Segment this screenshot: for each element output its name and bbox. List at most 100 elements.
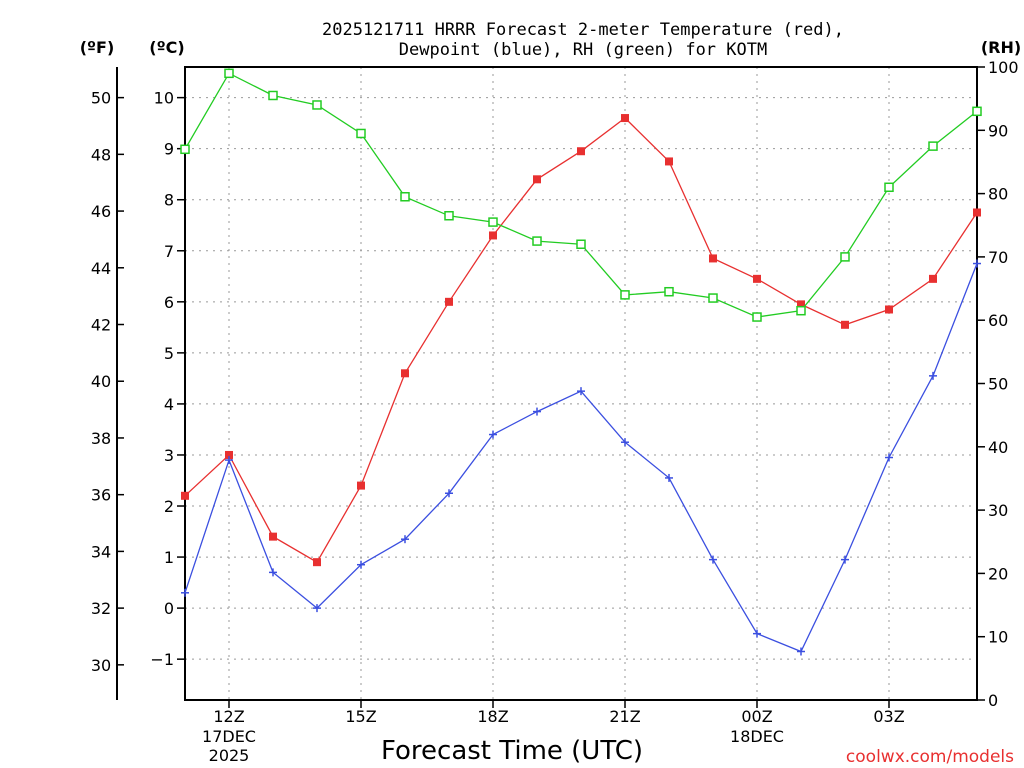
rh-tick-label: 20	[988, 564, 1008, 583]
celsius-tick-label: 7	[164, 242, 174, 261]
chart-title-line1: 2025121711 HRRR Forecast 2-meter Tempera…	[322, 20, 844, 40]
temperature-point	[401, 369, 409, 378]
fahrenheit-tick-label: 48	[91, 145, 111, 164]
rh-point	[576, 239, 586, 249]
rh-point	[972, 106, 982, 117]
rh-point	[400, 192, 410, 202]
time-tick-label: 12Z	[213, 707, 244, 726]
dewpoint-point	[841, 555, 849, 564]
rh-unit-label: (RH)	[981, 38, 1021, 57]
rh-point	[928, 141, 938, 151]
fahrenheit-tick-label: 46	[91, 202, 111, 221]
temperature-point	[225, 450, 233, 459]
fahrenheit-tick-label: 42	[91, 316, 111, 335]
celsius-tick-label: 4	[164, 395, 174, 414]
rh-point	[708, 293, 718, 303]
fahrenheit-tick-label: 36	[91, 486, 111, 505]
rh-tick-label: 100	[988, 58, 1019, 77]
fahrenheit-tick-label: 30	[91, 656, 111, 675]
celsius-tick-label: 3	[164, 446, 174, 465]
celsius-tick-label: 9	[164, 140, 174, 159]
temperature-point	[533, 175, 541, 184]
time-tick-label: 21Z	[609, 707, 640, 726]
dewpoint-point	[885, 453, 893, 462]
rh-tick-label: 40	[988, 438, 1008, 457]
rh-point	[268, 90, 278, 101]
rh-point	[664, 286, 674, 297]
dewpoint-point	[269, 568, 277, 577]
rh-tick-label: 90	[988, 121, 1008, 140]
dewpoint-point	[445, 489, 453, 498]
dewpoint-point	[709, 555, 717, 564]
rh-tick-label: 60	[988, 311, 1008, 330]
celsius-tick-label: 1	[164, 548, 174, 567]
dewpoint-point	[621, 438, 629, 447]
rh-point	[356, 128, 366, 139]
rh-tick-label: 0	[988, 691, 998, 710]
fahrenheit-tick-label: 38	[91, 429, 111, 448]
temperature-point	[973, 208, 981, 217]
dewpoint-point	[929, 371, 937, 380]
rh-point	[752, 312, 762, 322]
dewpoint-point	[181, 588, 189, 597]
rh-point	[532, 236, 542, 246]
rh-point	[620, 290, 630, 300]
rh-point	[840, 252, 850, 262]
rh-point	[224, 68, 234, 79]
chart-title-line2: Dewpoint (blue), RH (green) for KOTM	[399, 40, 767, 60]
time-tick-label: 00Z	[741, 707, 772, 726]
rh-axis: 0 10 20 30 40 50 60 70 80 90 100	[977, 58, 1019, 710]
time-tick-label: 03Z	[873, 707, 904, 726]
time-tick-label: 18Z	[477, 707, 508, 726]
celsius-tick-label: 0	[164, 599, 174, 618]
rh-tick-label: 70	[988, 248, 1008, 267]
temperature-point	[489, 231, 497, 240]
rh-tick-label: 50	[988, 375, 1008, 394]
dewpoint-point	[973, 259, 981, 268]
celsius-axis: −1 0 1 2 3 4 5 6 7 8 9 10	[150, 89, 185, 669]
fahrenheit-tick-label: 34	[91, 542, 111, 561]
celsius-tick-label: 2	[164, 497, 174, 516]
dewpoint-line	[184, 263, 978, 653]
year-label: 2025	[209, 746, 250, 765]
celsius-unit-label: (ºC)	[149, 38, 184, 57]
dewpoint-point	[225, 456, 233, 465]
dewpoint-point	[489, 430, 497, 439]
fahrenheit-unit-label: (ºF)	[80, 38, 115, 57]
temperature-point	[621, 114, 629, 123]
dewpoint-point	[313, 604, 321, 613]
temperature-point	[841, 320, 849, 329]
plot-frame	[184, 66, 978, 701]
temperature-point	[665, 157, 673, 166]
temperature-point	[445, 297, 453, 306]
temperature-point	[181, 491, 189, 500]
rh-tick-label: 10	[988, 628, 1008, 647]
time-tick-label: 15Z	[345, 707, 376, 726]
dewpoint-point	[753, 629, 761, 638]
temperature-point	[313, 558, 321, 567]
dewpoint-point	[665, 473, 673, 482]
dewpoint-point	[797, 647, 805, 656]
rh-tick-label: 30	[988, 501, 1008, 520]
temperature-point	[709, 254, 717, 263]
fahrenheit-tick-label: 50	[91, 89, 111, 108]
rh-tick-label: 80	[988, 185, 1008, 204]
dewpoint-point	[577, 387, 585, 396]
x-axis-label: Forecast Time (UTC)	[381, 736, 643, 766]
dewpoint-point	[357, 560, 365, 569]
celsius-tick-label: 6	[164, 293, 174, 312]
rh-point	[444, 211, 454, 221]
dewpoint-point	[533, 407, 541, 416]
celsius-tick-label: 5	[164, 344, 174, 363]
rh-point	[312, 100, 322, 110]
temperature-point	[753, 274, 761, 283]
temperature-point	[269, 532, 277, 541]
temperature-line	[184, 117, 978, 564]
rh-line	[184, 72, 978, 318]
temperature-point	[885, 305, 893, 314]
rh-point	[884, 182, 894, 193]
celsius-tick-label: −1	[150, 650, 174, 669]
gridlines	[185, 67, 977, 700]
rh-point	[796, 305, 806, 316]
